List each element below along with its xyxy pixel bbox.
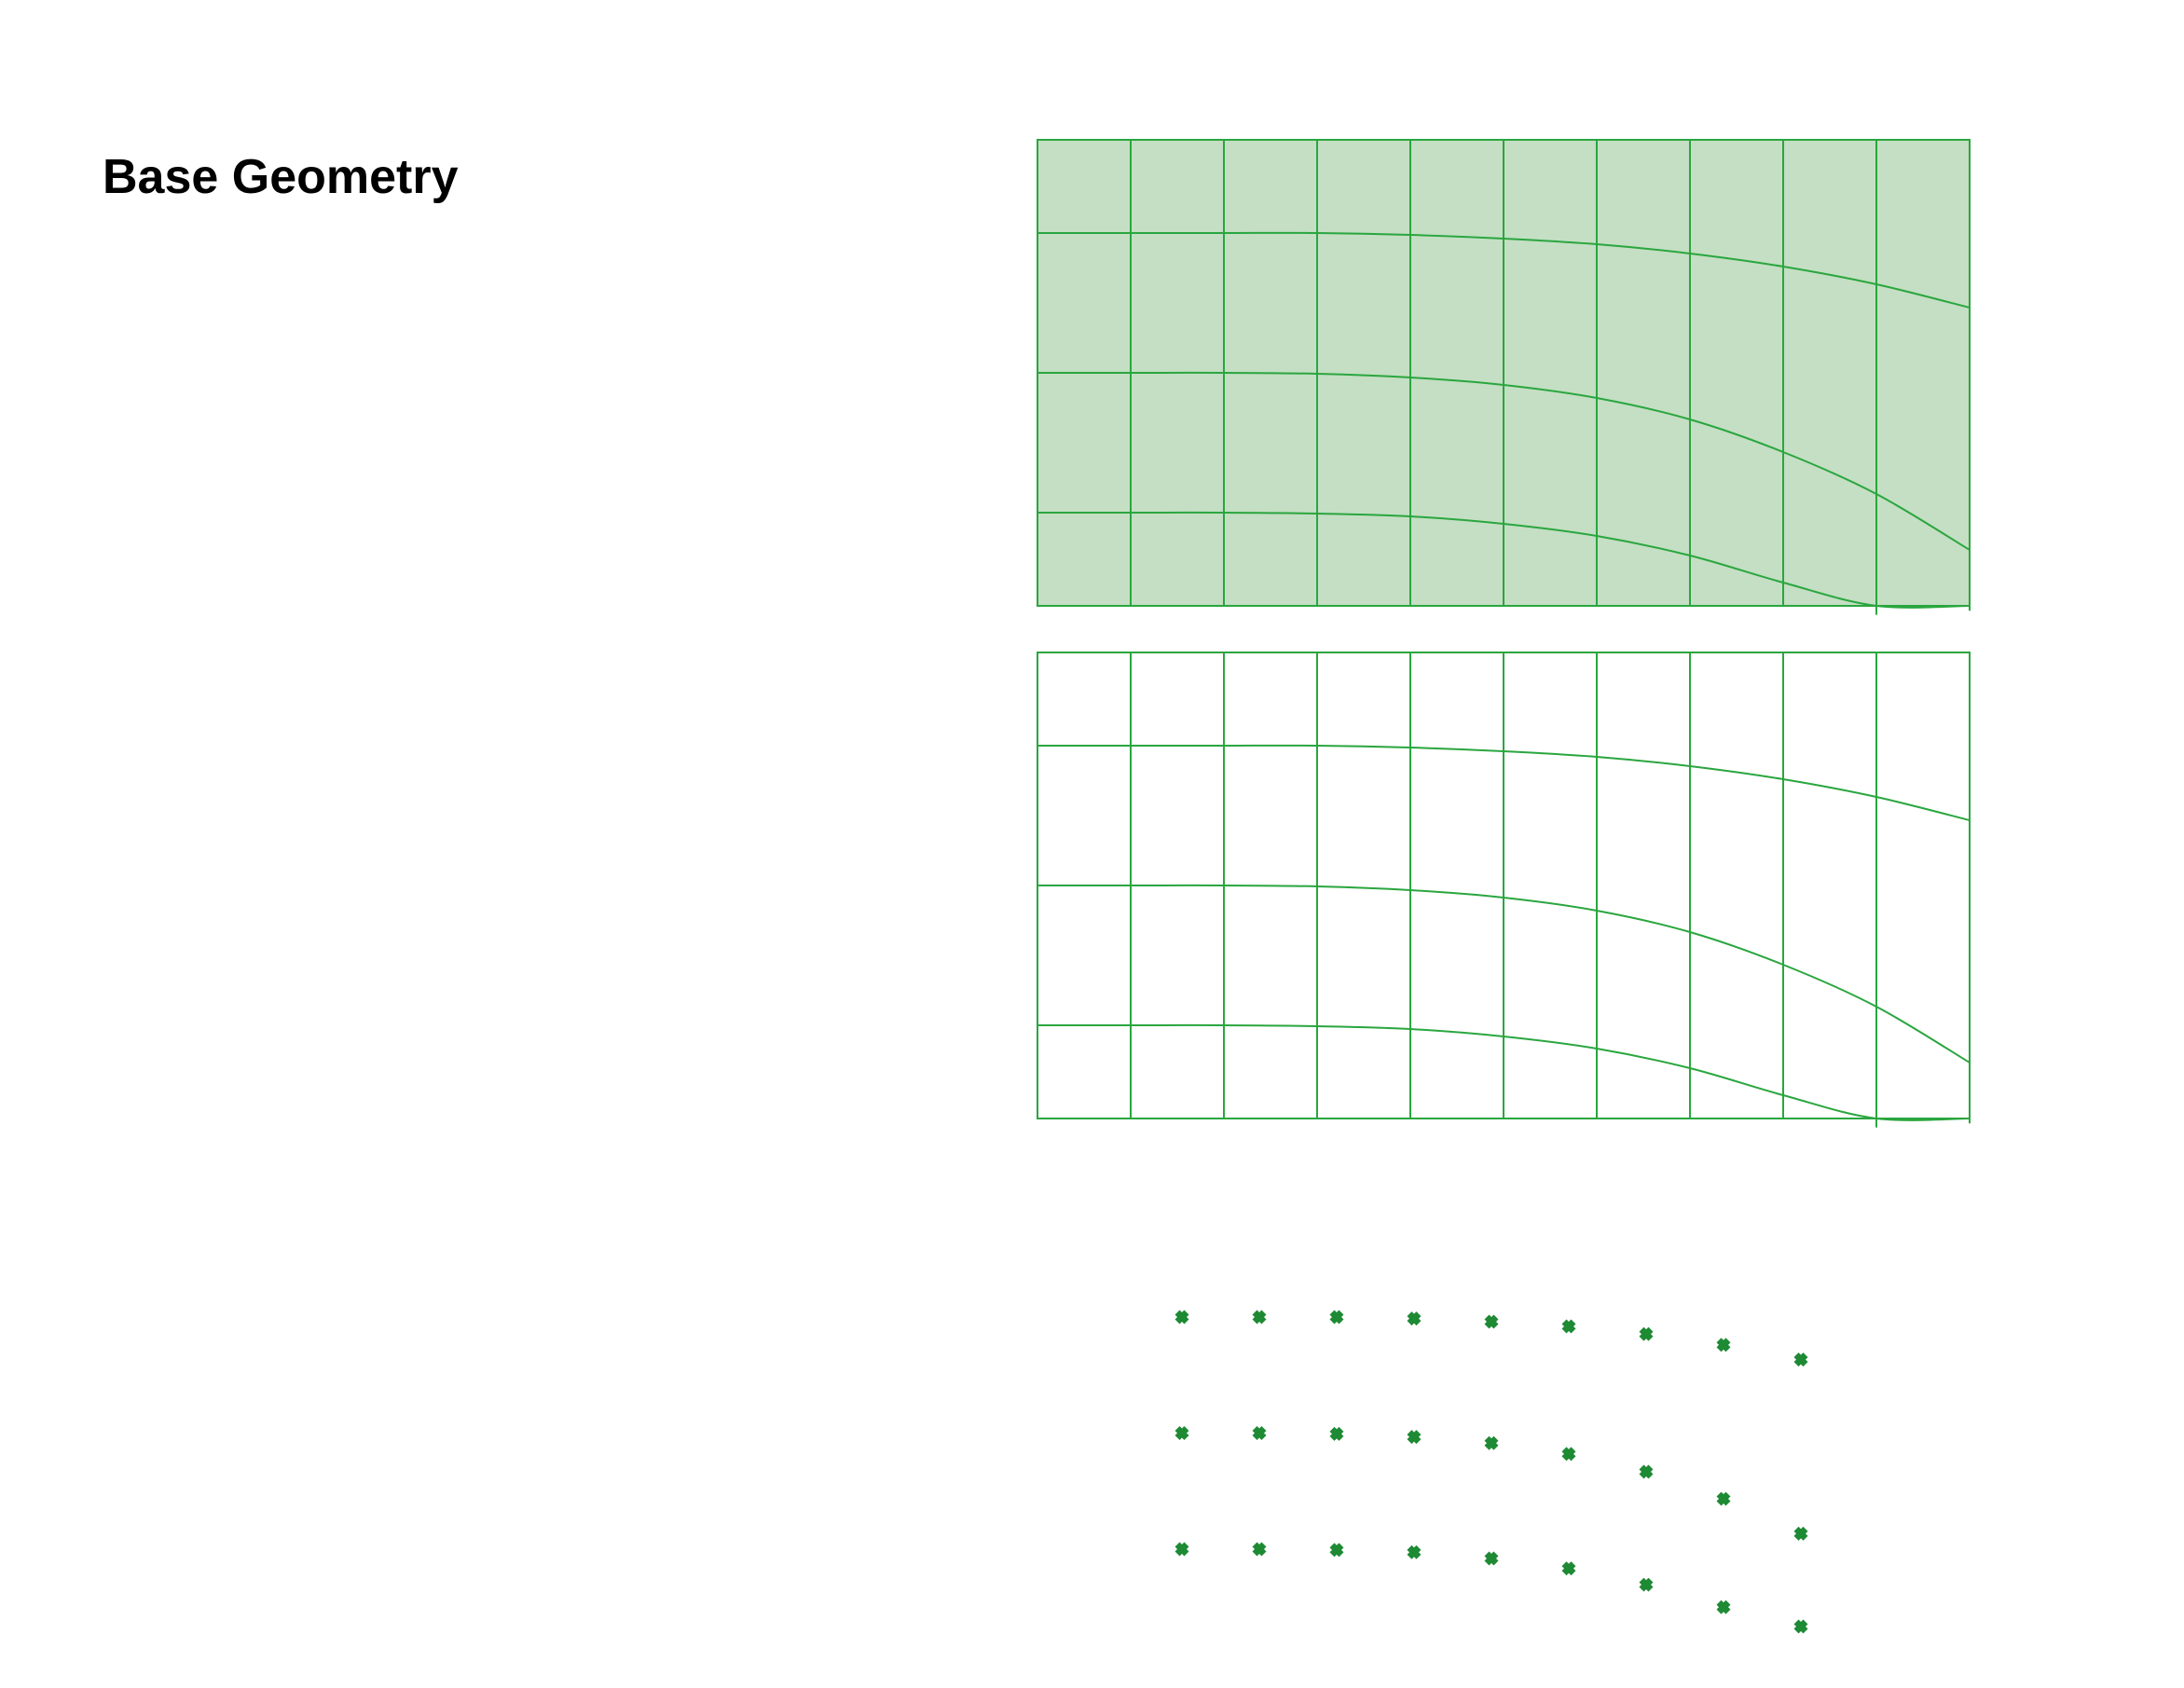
- grid-point-marker: [1714, 1336, 1733, 1354]
- grid-point-marker: [1405, 1310, 1423, 1328]
- grid-point-marker: [1482, 1434, 1501, 1452]
- mesh-filled-panel: [1037, 140, 1970, 606]
- grid-point-marker: [1714, 1598, 1733, 1616]
- grid-point-marker: [1173, 1424, 1191, 1443]
- grid-point-marker: [1559, 1559, 1578, 1578]
- grid-point-marker: [1637, 1462, 1655, 1481]
- grid-point-marker: [1792, 1617, 1810, 1636]
- grid-point-marker: [1637, 1324, 1655, 1343]
- grid-point-marker: [1327, 1424, 1346, 1443]
- grid-point-marker: [1173, 1308, 1191, 1326]
- grid-point-marker: [1792, 1351, 1810, 1369]
- grid-point-marker: [1559, 1317, 1578, 1336]
- mesh-outline-panel: [1037, 652, 1970, 1118]
- grid-point-marker: [1405, 1543, 1423, 1561]
- grid-point-marker: [1173, 1540, 1191, 1558]
- grid-point-marker: [1250, 1424, 1269, 1443]
- mesh-points-panel: [1105, 1240, 1878, 1626]
- grid-point-marker: [1327, 1308, 1346, 1326]
- page-title: Base Geometry: [103, 149, 459, 205]
- grid-point-marker: [1714, 1489, 1733, 1508]
- grid-point-marker: [1637, 1575, 1655, 1594]
- grid-point-marker: [1250, 1308, 1269, 1326]
- grid-point-marker: [1559, 1445, 1578, 1463]
- grid-point-marker: [1327, 1541, 1346, 1559]
- grid-point-marker: [1792, 1524, 1810, 1543]
- grid-point-marker: [1250, 1540, 1269, 1558]
- grid-point-marker: [1482, 1549, 1501, 1568]
- grid-point-marker: [1482, 1312, 1501, 1331]
- grid-point-marker: [1405, 1428, 1423, 1447]
